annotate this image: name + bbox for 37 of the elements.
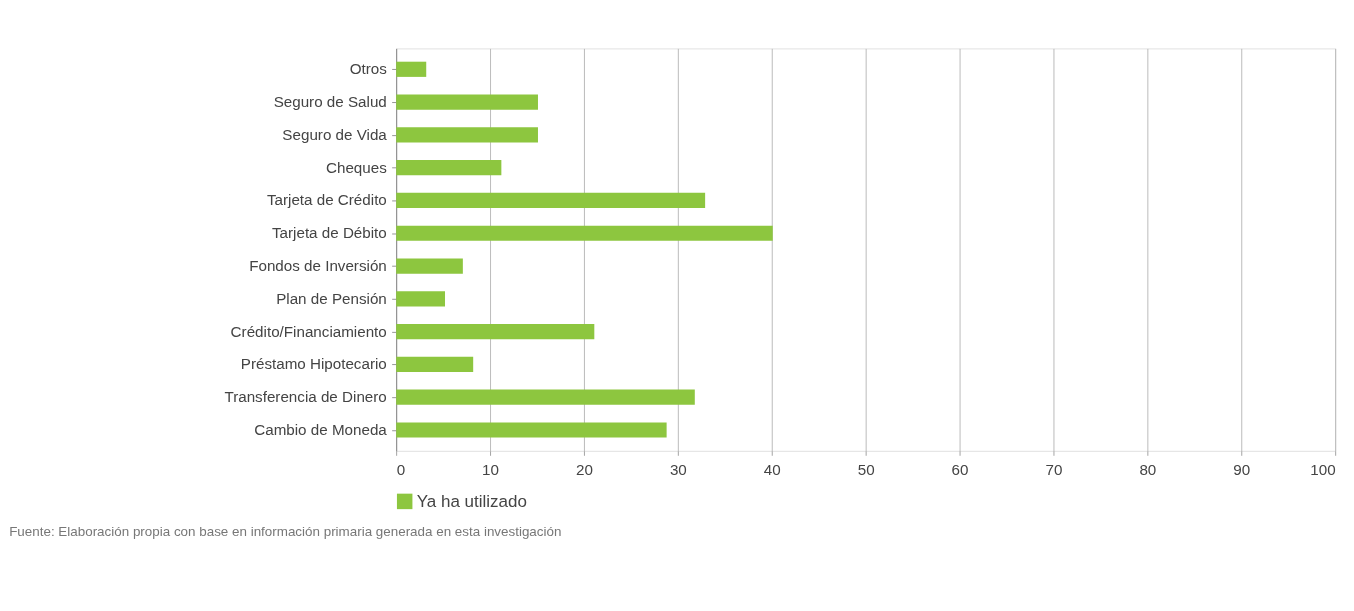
y-tick-label: Préstamo Hipotecario [240, 355, 387, 373]
source-note: Fuente: Elaboración propia con base en información primaria generada en esta investigación [9, 523, 562, 539]
x-tick-label: 70 [1045, 460, 1063, 478]
x-tick-label: 40 [763, 460, 781, 478]
x-tick-label: 100 [1310, 460, 1336, 478]
x-tick-label: 0 [396, 460, 406, 478]
bar [396, 225, 773, 241]
bar [396, 127, 538, 143]
bar [396, 160, 502, 176]
y-tick-label: Otros [349, 60, 388, 78]
bar [396, 94, 538, 110]
x-tick-label: 20 [575, 460, 593, 478]
x-tick-label: 60 [951, 460, 969, 478]
bar [396, 422, 667, 438]
bar [396, 291, 446, 307]
y-tick-label: Plan de Pensión [276, 289, 387, 307]
legend-label: Ya ha utilizado [416, 491, 527, 511]
bar [396, 258, 463, 274]
y-tick-label: Seguro de Vida [282, 125, 388, 143]
y-tick-label: Tarjeta de Débito [271, 224, 387, 242]
y-tick-label: Fondos de Inversión [249, 256, 387, 274]
x-tick-label: 90 [1233, 460, 1251, 478]
y-tick-label: Crédito/Financiamiento [230, 322, 387, 340]
bar [396, 389, 695, 405]
bar [396, 192, 706, 209]
x-tick-label: 80 [1139, 460, 1157, 478]
x-tick-label: 10 [482, 460, 499, 478]
y-tick-label: Cambio de Moneda [254, 420, 388, 438]
bar [396, 61, 427, 77]
y-tick-label: Seguro de Salud [273, 93, 387, 111]
x-tick-label: 50 [857, 460, 875, 478]
y-tick-label: Tarjeta de Crédito [266, 191, 387, 209]
bar [396, 356, 474, 373]
y-tick-label: Cheques [326, 158, 388, 176]
y-tick-label: Transferencia de Dinero [224, 388, 387, 406]
x-tick-label: 30 [669, 460, 687, 478]
bar [396, 324, 595, 340]
